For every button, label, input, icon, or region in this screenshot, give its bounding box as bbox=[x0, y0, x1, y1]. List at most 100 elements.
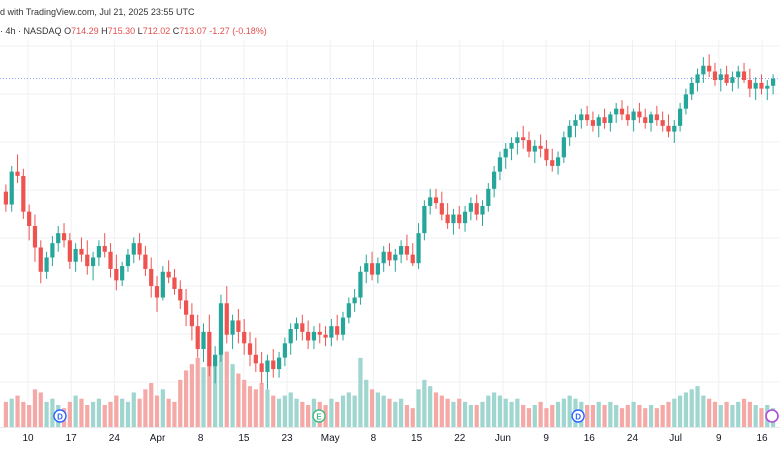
candle-body bbox=[67, 240, 72, 262]
volume-bar bbox=[131, 392, 136, 427]
volume-bar bbox=[393, 401, 398, 427]
volume-bar bbox=[625, 405, 630, 427]
candle-body bbox=[480, 205, 485, 215]
candle-body bbox=[730, 77, 735, 83]
candle-body bbox=[515, 137, 520, 144]
event-badge-icon bbox=[312, 409, 326, 423]
candle-body bbox=[672, 125, 677, 132]
event-badge-letter: E bbox=[316, 413, 322, 422]
candle-body bbox=[364, 263, 369, 272]
volume-bar bbox=[271, 395, 276, 427]
x-tick-label: Jul bbox=[669, 433, 682, 444]
candle-body bbox=[433, 197, 439, 204]
volume-bar bbox=[741, 398, 747, 427]
volume-bar bbox=[515, 398, 520, 427]
volume-bar bbox=[9, 398, 14, 427]
candle-body bbox=[416, 233, 421, 264]
symbol-ohlc-line: · 4h · NASDAQ O714.29 H715.30 L712.02 C7… bbox=[0, 26, 267, 36]
open-value: 714.29 bbox=[71, 26, 99, 36]
candle-body bbox=[96, 246, 102, 258]
volume-bar bbox=[294, 398, 299, 427]
volume-bar bbox=[108, 401, 113, 427]
x-tick-label: 8 bbox=[198, 433, 204, 444]
volume-bar bbox=[259, 383, 264, 427]
volume-bar bbox=[38, 392, 43, 427]
candle-body bbox=[306, 331, 311, 341]
candle-body bbox=[230, 320, 235, 335]
candle-body bbox=[114, 268, 119, 281]
volume-bar bbox=[242, 379, 247, 427]
volume-bar bbox=[608, 401, 613, 427]
x-tick-label: 17 bbox=[66, 433, 78, 444]
volume-bar bbox=[544, 408, 549, 427]
candle-body bbox=[207, 331, 212, 367]
candle-body bbox=[550, 160, 555, 166]
candle-body bbox=[474, 203, 479, 215]
candle-body bbox=[509, 143, 514, 149]
volume-bar bbox=[399, 398, 404, 427]
candle-body bbox=[544, 148, 549, 161]
candle-body bbox=[329, 326, 334, 338]
volume-bar bbox=[561, 398, 566, 427]
volume-bar bbox=[712, 401, 718, 427]
candle-body bbox=[224, 303, 229, 335]
volume-bar bbox=[207, 348, 212, 427]
volume-bar bbox=[149, 383, 154, 427]
candle-body bbox=[526, 140, 532, 152]
volume-bar bbox=[218, 339, 224, 427]
candle-body bbox=[236, 320, 241, 332]
candle-body bbox=[253, 354, 258, 364]
candle-body bbox=[346, 303, 351, 318]
candle-body bbox=[573, 120, 578, 126]
volume-bar bbox=[747, 401, 752, 427]
volume-bar bbox=[654, 408, 659, 427]
volume-bar bbox=[172, 401, 177, 427]
volume-bar bbox=[224, 351, 229, 427]
candle-body bbox=[753, 82, 758, 89]
volume-bar bbox=[137, 398, 142, 427]
volume-bar bbox=[265, 389, 270, 427]
candle-body bbox=[579, 114, 584, 121]
volume-bar bbox=[428, 386, 433, 427]
volume-bar bbox=[457, 398, 462, 427]
candle-body bbox=[178, 288, 183, 301]
volume-bar bbox=[154, 395, 160, 427]
exchange-label: NASDAQ bbox=[23, 26, 62, 36]
x-tick-label: Jun bbox=[495, 433, 511, 444]
candle-body bbox=[445, 214, 450, 224]
x-tick-label: 10 bbox=[22, 433, 34, 444]
volume-bar bbox=[707, 398, 712, 427]
candle-body bbox=[451, 214, 456, 224]
candle-body bbox=[143, 254, 148, 269]
candle-body bbox=[677, 108, 683, 126]
volume-bar bbox=[631, 401, 636, 427]
volume-bar bbox=[143, 389, 148, 427]
candle-body bbox=[201, 331, 206, 350]
volume-bar bbox=[32, 389, 38, 427]
candle-body bbox=[79, 248, 84, 255]
candle-body bbox=[294, 323, 299, 330]
candle-body bbox=[27, 211, 32, 226]
volume-bar bbox=[474, 405, 479, 427]
candle-body bbox=[381, 251, 386, 264]
candle-body bbox=[602, 117, 607, 123]
x-tick-label: 15 bbox=[238, 433, 250, 444]
candle-body bbox=[90, 257, 96, 267]
volume-bar bbox=[753, 405, 758, 427]
candle-body bbox=[625, 114, 630, 121]
candle-body bbox=[282, 343, 287, 358]
volume-bar bbox=[701, 395, 706, 427]
volume-bar bbox=[375, 392, 380, 427]
candle-body bbox=[154, 286, 160, 298]
candle-body bbox=[61, 233, 67, 241]
volume-bar bbox=[683, 392, 689, 427]
candle-body bbox=[340, 317, 346, 335]
candle-body bbox=[561, 137, 566, 158]
candle-body bbox=[323, 334, 328, 338]
candle-body bbox=[689, 82, 694, 95]
candle-body bbox=[654, 114, 659, 121]
volume-bar bbox=[282, 395, 287, 427]
volume-bar bbox=[335, 401, 340, 427]
volume-bar bbox=[358, 357, 363, 427]
candle-body bbox=[335, 326, 340, 335]
